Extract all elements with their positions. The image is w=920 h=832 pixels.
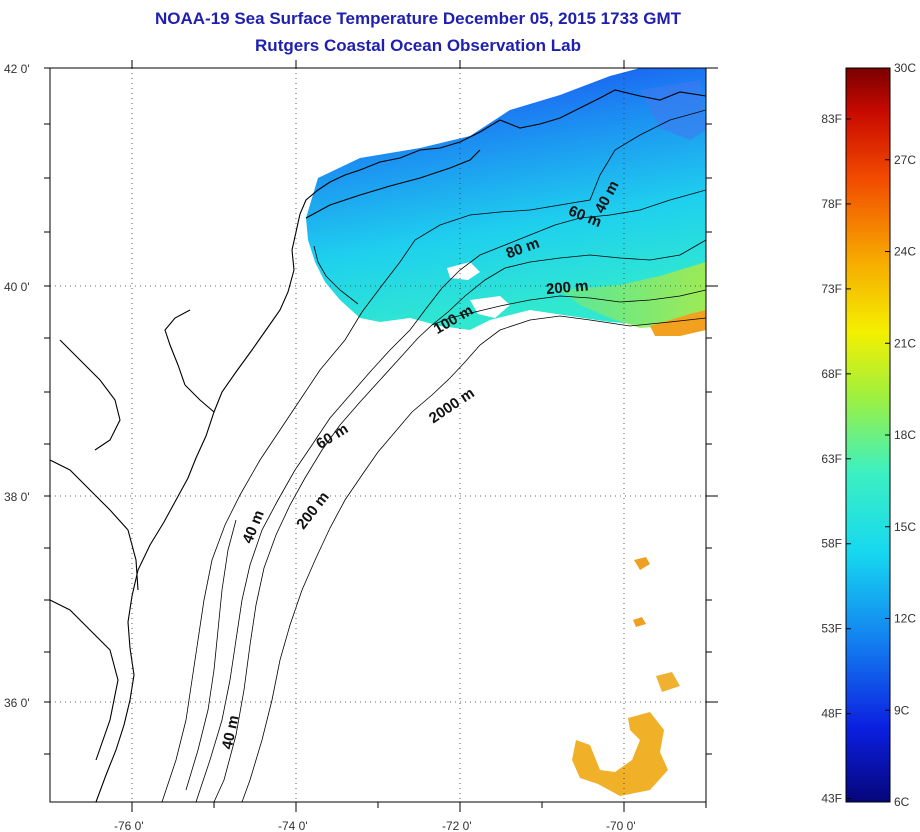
lat-label-38: 38 0' xyxy=(4,490,30,504)
longitude-labels: -76 0' -74 0' -72 0' -70 0' xyxy=(114,819,636,832)
lon-label-76: -76 0' xyxy=(114,819,144,832)
colorbar-celsius-label: 15C xyxy=(894,520,916,534)
colorbar-celsius-label: 27C xyxy=(894,153,916,167)
colorbar-celsius-label: 30C xyxy=(894,61,916,75)
latitude-labels: 42 0' 40 0' 38 0' 36 0' xyxy=(4,62,30,710)
contour-label-40m-south: 40 m xyxy=(219,714,243,751)
map-subtitle: Rutgers Coastal Ocean Observation Lab xyxy=(255,36,581,55)
colorbar-fahrenheit-label: 73F xyxy=(821,282,842,296)
map-title: NOAA-19 Sea Surface Temperature December… xyxy=(155,9,681,28)
colorbar-celsius-label: 24C xyxy=(894,245,916,259)
colorbar-celsius-label: 21C xyxy=(894,336,916,350)
lat-label-42: 42 0' xyxy=(4,62,30,76)
warm-water-patches xyxy=(572,557,680,796)
colorbar-celsius-label: 6C xyxy=(894,795,910,809)
lat-label-36: 36 0' xyxy=(4,696,30,710)
bathymetry-contours xyxy=(161,109,706,802)
colorbar-fahrenheit-label: 63F xyxy=(821,452,842,466)
axis-ticks xyxy=(44,60,718,812)
colorbar-fahrenheit-label: 83F xyxy=(821,112,842,126)
colorbar-celsius-label: 12C xyxy=(894,612,916,626)
lon-label-74: -74 0' xyxy=(278,819,308,832)
colorbar-fahrenheit-label: 48F xyxy=(821,707,842,721)
sst-field xyxy=(306,68,706,336)
colorbar-fahrenheit-label: 53F xyxy=(821,622,842,636)
contour-label-200m-north: 200 m xyxy=(545,277,589,298)
colorbar-fahrenheit-label: 58F xyxy=(821,537,842,551)
colorbar-gradient xyxy=(845,67,891,803)
lon-label-70: -70 0' xyxy=(606,819,636,832)
colorbar-celsius-label: 9C xyxy=(894,703,910,717)
lon-label-72: -72 0' xyxy=(442,819,472,832)
colorbar-fahrenheit-label: 43F xyxy=(821,792,842,806)
coastline xyxy=(50,89,706,802)
colorbar-celsius-label: 18C xyxy=(894,428,916,442)
colorbar-fahrenheit-label: 68F xyxy=(821,367,842,381)
colorbar: 83F 78F 73F 68F 63F 58F 53F 48F 43F 30C 27C 24C 21C… xyxy=(821,61,916,809)
lat-label-40: 40 0' xyxy=(4,280,30,294)
colorbar-fahrenheit-label: 78F xyxy=(821,197,842,211)
